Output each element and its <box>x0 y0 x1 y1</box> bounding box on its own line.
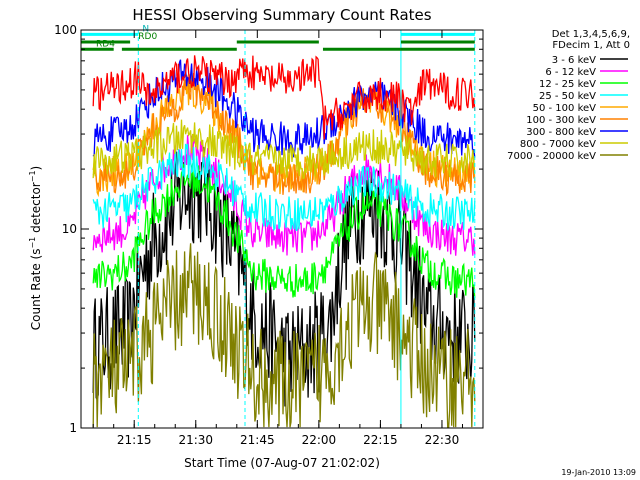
legend-header-0: Det 1,3,4,5,6,9, <box>552 29 630 40</box>
x-tick-label-2115: 21:15 <box>117 433 152 447</box>
x-tick-label-2200: 22:00 <box>302 433 337 447</box>
series-line-3-6-kev <box>92 146 476 407</box>
y-tick-label-100: 100 <box>54 23 77 37</box>
x-axis-label: Start Time (07-Aug-07 21:02:02) <box>184 456 380 470</box>
legend: Det 1,3,4,5,6,9,FDecim 1, Att 0 3 - 6 keV… <box>507 29 630 162</box>
y-axis-label-main: Count Rate (s <box>29 249 43 331</box>
chart-title: HESSI Observing Summary Count Rates <box>132 6 431 24</box>
series-line-12-25-kev <box>92 163 476 298</box>
flag-label-rd0: RD0 <box>138 32 157 42</box>
legend-label-4: 50 - 100 keV <box>533 103 597 114</box>
y-axis-label-sup2: −1 <box>28 170 37 182</box>
series-line-series-9 <box>92 55 476 140</box>
x-tick-label-2230: 22:30 <box>425 433 460 447</box>
legend-label-6: 300 - 800 keV <box>526 127 596 138</box>
plot-inner <box>81 30 476 428</box>
legend-label-8: 7000 - 20000 keV <box>507 151 596 162</box>
y-axis-label-sup1: −1 <box>28 237 37 249</box>
legend-label-5: 100 - 300 keV <box>526 115 596 126</box>
x-tick-label-2130: 21:30 <box>178 433 213 447</box>
y-axis-label-end: ) <box>29 166 43 171</box>
y-axis-label: Count Rate (s−1 detector−1) <box>28 166 43 330</box>
series-line-800-7000-kev <box>92 119 476 180</box>
x-tick-label-2145: 21:45 <box>240 433 275 447</box>
flag-label-n: N <box>142 24 149 34</box>
flag-label-rd4: RD4 <box>96 39 115 49</box>
y-ticks: 1 10 100 <box>54 23 483 435</box>
legend-label-3: 25 - 50 keV <box>539 91 596 102</box>
legend-label-2: 12 - 25 keV <box>539 79 596 90</box>
legend-label-1: 6 - 12 keV <box>545 67 596 78</box>
y-tick-label-1: 1 <box>69 421 77 435</box>
y-axis-label-mid: detector <box>29 182 43 237</box>
legend-label-7: 800 - 7000 keV <box>520 139 596 150</box>
series-line-25-50-kev <box>92 143 476 232</box>
legend-label-0: 3 - 6 keV <box>552 55 596 66</box>
series-line-7000-20000-kev <box>92 243 476 428</box>
y-tick-label-10: 10 <box>62 222 77 236</box>
series-line-50-100-kev <box>92 74 476 198</box>
footer-timestamp: 19-Jan-2010 13:09 <box>561 468 636 477</box>
legend-header-1: FDecim 1, Att 0 <box>552 40 630 51</box>
x-ticks: 21:15 21:30 21:45 22:00 22:15 22:30 <box>92 30 484 447</box>
x-tick-label-2215: 22:15 <box>363 433 398 447</box>
